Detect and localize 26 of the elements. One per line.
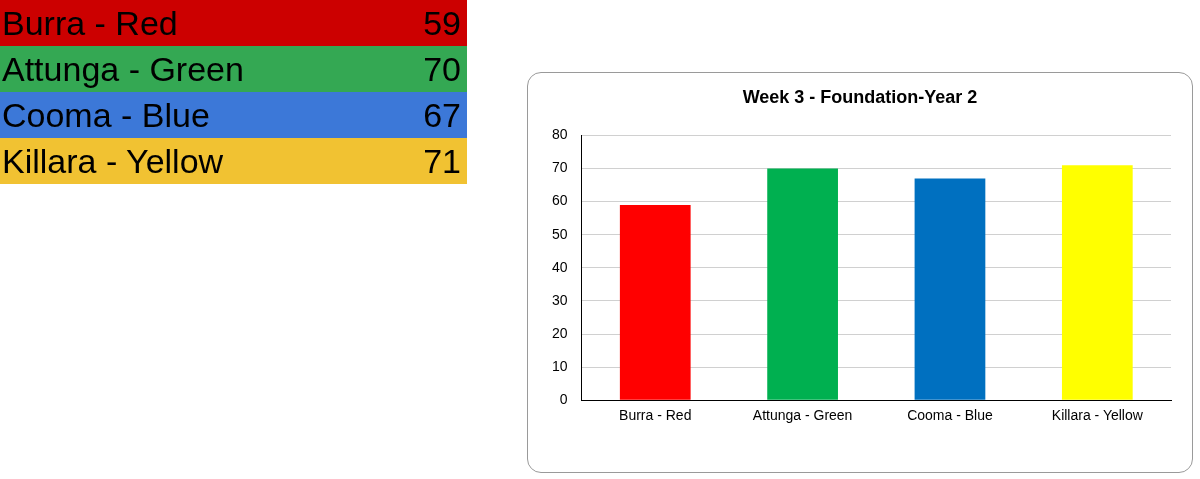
x-tick-label: Attunga - Green: [752, 407, 853, 424]
y-tick-label: 60: [551, 192, 568, 209]
text: Killara - Yellow: [2, 141, 224, 181]
chart-title: Week 3 - Foundation-Year 2: [741, 87, 979, 108]
text: Cooma - Blue: [2, 95, 210, 135]
text: 71: [423, 141, 461, 181]
x-tick-label: Burra - Red: [619, 407, 692, 424]
x-tick-label: Killara - Yellow: [1051, 407, 1144, 424]
y-tick-label: 0: [559, 391, 568, 408]
y-tick-label: 40: [551, 258, 568, 275]
bar: [1061, 165, 1133, 400]
text: Burra - Red: [2, 3, 178, 43]
y-tick-label: 30: [551, 291, 568, 308]
text: 67: [423, 95, 461, 135]
bar: [767, 168, 838, 400]
bar: [914, 178, 986, 400]
text: Attunga - Green: [2, 49, 244, 89]
x-tick-label: Cooma - Blue: [907, 407, 993, 424]
y-tick-label: 50: [551, 225, 568, 242]
y-tick-label: 70: [551, 159, 568, 176]
y-tick-label: 20: [551, 324, 568, 341]
bar: [619, 204, 691, 400]
y-tick-label: 80: [551, 126, 568, 143]
text: 59: [423, 3, 461, 43]
y-tick-label: 10: [551, 357, 568, 374]
text: 70: [423, 49, 461, 89]
